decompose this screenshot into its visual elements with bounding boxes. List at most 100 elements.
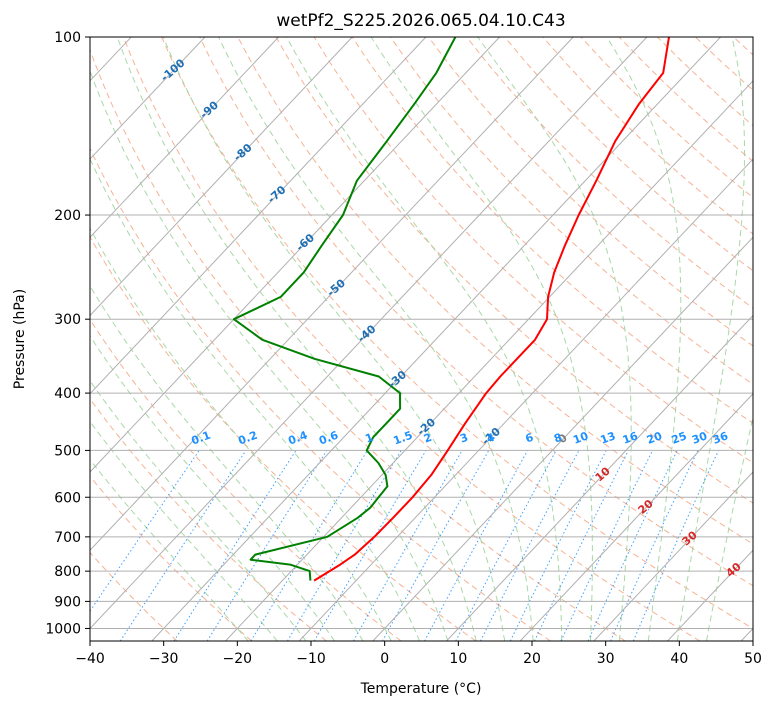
mixing-ratio-line [250,450,368,641]
dry-adiabat [90,551,178,641]
plot-frame [89,36,754,642]
moist-adiabat [706,414,753,641]
mixing-ratio-label: 6 [524,431,536,446]
moist-adiabat [90,420,278,641]
mixing-ratio-line [173,450,297,641]
x-tick-label: 20 [523,651,541,667]
dry-adiabat [580,37,753,199]
moist-adiabat [90,157,421,641]
y-tick-label: 100 [54,30,81,46]
moist-adiabat [90,335,335,641]
mixing-ratio-label: 3 [458,431,470,446]
mixing-ratio-label: 13 [599,429,618,446]
dry-adiabat [504,37,753,272]
mixing-ratio-label: 16 [621,429,640,447]
dry-adiabat [389,37,753,385]
isotherm [0,37,58,641]
isotherm [593,471,753,641]
isotherm [519,393,753,641]
isotherm [90,37,353,317]
dry-adiabat [90,475,253,641]
dry-adiabat [122,37,701,641]
dry-adiabat [199,37,753,587]
mixing-ratio-line [119,450,247,641]
x-axis: −40 −30 −20 −10 0 10 20 30 40 50 [75,641,762,667]
dry-adiabat [90,147,551,641]
y-tick-label: 500 [54,443,81,459]
dry-adiabat [466,37,753,309]
x-tick-label: 40 [670,651,688,667]
moist-adiabat [286,37,563,641]
mixing-ratio-line [455,450,557,641]
dry-adiabat [161,37,753,630]
x-tick-label: 10 [449,651,467,667]
y-tick-label: 800 [54,564,81,580]
isotherm [298,158,753,641]
isotherm [90,37,648,630]
dry-adiabat [313,37,753,464]
isotherm [90,37,206,160]
mixing-ratio-line [381,450,490,641]
mixing-ratio-label: 0.1 [190,429,213,448]
moist-adiabat [90,227,392,641]
moist-adiabat [477,37,632,641]
x-tick-label: −10 [296,651,326,667]
y-tick-label: 900 [54,594,81,610]
mixing-ratio-label: 10 [571,429,590,447]
isotherm [90,37,427,395]
background-lines [0,37,753,641]
moist-adiabat [676,37,745,641]
mixing-ratio-label: 0.4 [286,429,309,448]
x-tick-label: −30 [149,651,179,667]
dry-adiabat [237,37,753,545]
y-tick-label: 600 [54,490,81,506]
dry-adiabat [90,48,626,641]
mixing-ratio-label: 36 [711,429,730,447]
isotherm [225,80,753,641]
isotherm [90,37,500,473]
x-tick-label: 50 [744,651,762,667]
mixing-ratio-label: 20 [645,429,664,447]
dry-adiabat [351,37,753,424]
mixing-ratio-label: 1.5 [392,429,415,448]
pressure-gridlines [90,37,753,629]
mixing-ratio-label: 2 [422,431,434,446]
isotherm [740,627,753,641]
moist-adiabat [90,284,364,641]
mixing-ratio-label: 4 [485,431,497,446]
dry-adiabat [656,37,753,127]
x-tick-label: 30 [597,651,615,667]
moist-adiabat [116,37,477,641]
dry-adiabat [90,235,477,641]
moist-adiabat [218,37,534,641]
y-tick-label: 400 [54,386,81,402]
y-tick-label: 700 [54,530,81,546]
moist-adiabat [90,379,307,641]
isotherm [151,37,721,641]
mixing-ratio-label: 30 [690,429,709,447]
x-axis-label: Temperature (°C) [360,681,482,697]
mixing-ratio-line [353,450,463,641]
mixing-ratio-label: 25 [670,429,689,446]
mixing-ratio-label: 8 [552,431,564,446]
isotherm [372,236,753,641]
mixing-ratio-line [424,450,529,641]
moist-adiabat [162,37,506,641]
isotherm [90,37,574,551]
mixing-ratio-label: 0.6 [317,429,340,448]
dry-adiabat [428,37,753,347]
dewpoint-profile [232,37,457,581]
y-tick-label: 1000 [45,621,81,637]
isotherm [90,37,279,239]
moist-adiabat [90,69,449,641]
mixing-ratio-line [632,450,720,641]
mixing-ratio-label: 1 [363,431,375,446]
mixing-ratio-line [480,450,580,641]
dry-adiabat [275,37,753,504]
isotherm [667,549,753,641]
mixing-ratio-line [313,450,427,641]
isotherm [446,314,753,641]
y-axis: 100 200 300 400 500 600 700 800 900 1000 [45,30,90,637]
moist-adiabat [370,37,593,641]
